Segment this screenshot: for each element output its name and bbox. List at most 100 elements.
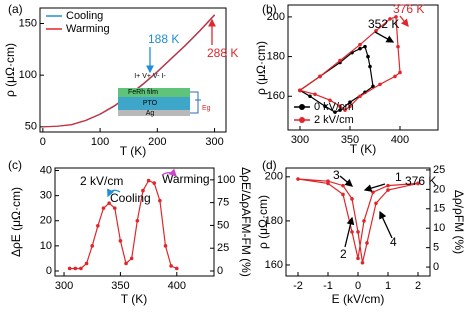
x-tick-label: 0 bbox=[40, 136, 46, 148]
arrow bbox=[344, 216, 355, 248]
arrow bbox=[379, 210, 393, 239]
legend-marker bbox=[299, 104, 305, 110]
point bbox=[368, 64, 372, 69]
annotation: Cooling bbox=[110, 191, 151, 205]
point bbox=[371, 190, 375, 195]
legend-label: Cooling bbox=[66, 10, 103, 22]
point bbox=[338, 108, 342, 112]
y-tick-label: 160 bbox=[265, 259, 283, 271]
x-tick-label: 0 bbox=[355, 280, 361, 292]
point bbox=[96, 223, 100, 228]
point bbox=[338, 58, 342, 63]
y2-tick-label: 100 bbox=[217, 174, 235, 186]
annotation: 188 K bbox=[148, 32, 179, 46]
y2-tick-label: 25 bbox=[433, 164, 445, 176]
inset-label: Eg bbox=[202, 105, 211, 112]
y2-tick-label: 75 bbox=[217, 197, 229, 209]
point bbox=[333, 110, 337, 114]
y-axis-label: ρ (μΩ·cm) bbox=[256, 195, 270, 249]
legend-label: Warming bbox=[66, 23, 110, 35]
point bbox=[124, 261, 128, 266]
arrow bbox=[339, 175, 353, 187]
point bbox=[366, 54, 370, 59]
point bbox=[374, 28, 378, 33]
point bbox=[308, 94, 312, 99]
point bbox=[358, 46, 362, 51]
y-tick-label: 40 bbox=[40, 164, 52, 176]
arrow bbox=[161, 168, 177, 177]
point bbox=[298, 88, 302, 93]
point bbox=[360, 260, 365, 265]
point bbox=[356, 256, 360, 261]
panel-label: (a) bbox=[8, 2, 23, 16]
point bbox=[358, 94, 362, 99]
inset-label: FeRh film bbox=[128, 89, 158, 96]
point bbox=[356, 230, 360, 234]
point bbox=[158, 198, 162, 203]
y-tick-label: 30 bbox=[40, 190, 52, 202]
point bbox=[326, 179, 330, 184]
inset-label: Ag bbox=[146, 110, 155, 117]
circuit bbox=[190, 91, 201, 114]
y2-axis-label: Δρ/ρFM (%) bbox=[452, 190, 466, 254]
point bbox=[341, 183, 345, 188]
y-tick-label: 150 bbox=[19, 17, 37, 29]
annotation: 2 kV/cm bbox=[80, 174, 123, 188]
x-tick-label: 300 bbox=[55, 280, 73, 292]
point bbox=[328, 98, 332, 103]
panel-label: (b) bbox=[262, 2, 277, 16]
point bbox=[358, 42, 362, 47]
annotation: 376 K bbox=[405, 174, 436, 188]
series-line bbox=[299, 45, 374, 113]
point bbox=[350, 230, 354, 234]
point bbox=[363, 44, 367, 49]
y-tick-label: 160 bbox=[267, 90, 285, 102]
point bbox=[393, 74, 397, 79]
annotation: Warming bbox=[162, 172, 210, 186]
annotation: 4 bbox=[390, 235, 397, 249]
x-tick-label: 300 bbox=[291, 134, 309, 146]
y-axis-label: ΔρE (μΩ·cm) bbox=[9, 187, 23, 257]
annotation: 2 bbox=[340, 247, 347, 261]
point bbox=[118, 239, 123, 243]
x-tick-label: 2 bbox=[415, 280, 421, 292]
y-tick-label: 180 bbox=[267, 50, 285, 62]
point bbox=[318, 74, 322, 79]
x-tick-label: 1 bbox=[385, 280, 391, 292]
y2-axis-label: ΔρE/ΔρAFM-FM (%) bbox=[239, 167, 253, 277]
series-line bbox=[299, 16, 401, 111]
y2-tick-label: 5 bbox=[433, 242, 439, 254]
point bbox=[79, 266, 83, 271]
point bbox=[398, 70, 402, 75]
point bbox=[396, 44, 400, 49]
point bbox=[386, 188, 390, 192]
y-tick-label: 200 bbox=[267, 11, 285, 23]
x-tick-label: 100 bbox=[91, 136, 109, 148]
ferh-layer bbox=[118, 88, 190, 97]
point bbox=[348, 104, 352, 108]
point bbox=[90, 244, 95, 248]
legend-label: 0 kV/cm bbox=[314, 101, 354, 113]
plot-frame bbox=[54, 167, 215, 277]
x-tick-label: 350 bbox=[341, 134, 359, 146]
panel-label: (c) bbox=[8, 158, 22, 172]
point bbox=[296, 177, 300, 181]
point bbox=[107, 201, 111, 205]
y2-tick-label: 0 bbox=[433, 261, 439, 273]
point bbox=[374, 201, 378, 206]
x-axis-label: T (K) bbox=[121, 292, 147, 306]
panel-label: (d) bbox=[262, 158, 277, 172]
x-tick-label: 400 bbox=[391, 134, 409, 146]
point bbox=[129, 256, 134, 261]
annotation: 376 K bbox=[393, 2, 424, 16]
arrow bbox=[107, 188, 121, 198]
point bbox=[378, 82, 382, 87]
point bbox=[323, 104, 327, 108]
point bbox=[341, 192, 345, 197]
point bbox=[386, 183, 390, 188]
series-line bbox=[69, 179, 178, 270]
y-tick-label: 180 bbox=[265, 215, 283, 227]
y-tick-label: 0 bbox=[46, 265, 52, 277]
x-tick-label: 300 bbox=[205, 136, 223, 148]
arrow bbox=[399, 15, 409, 28]
